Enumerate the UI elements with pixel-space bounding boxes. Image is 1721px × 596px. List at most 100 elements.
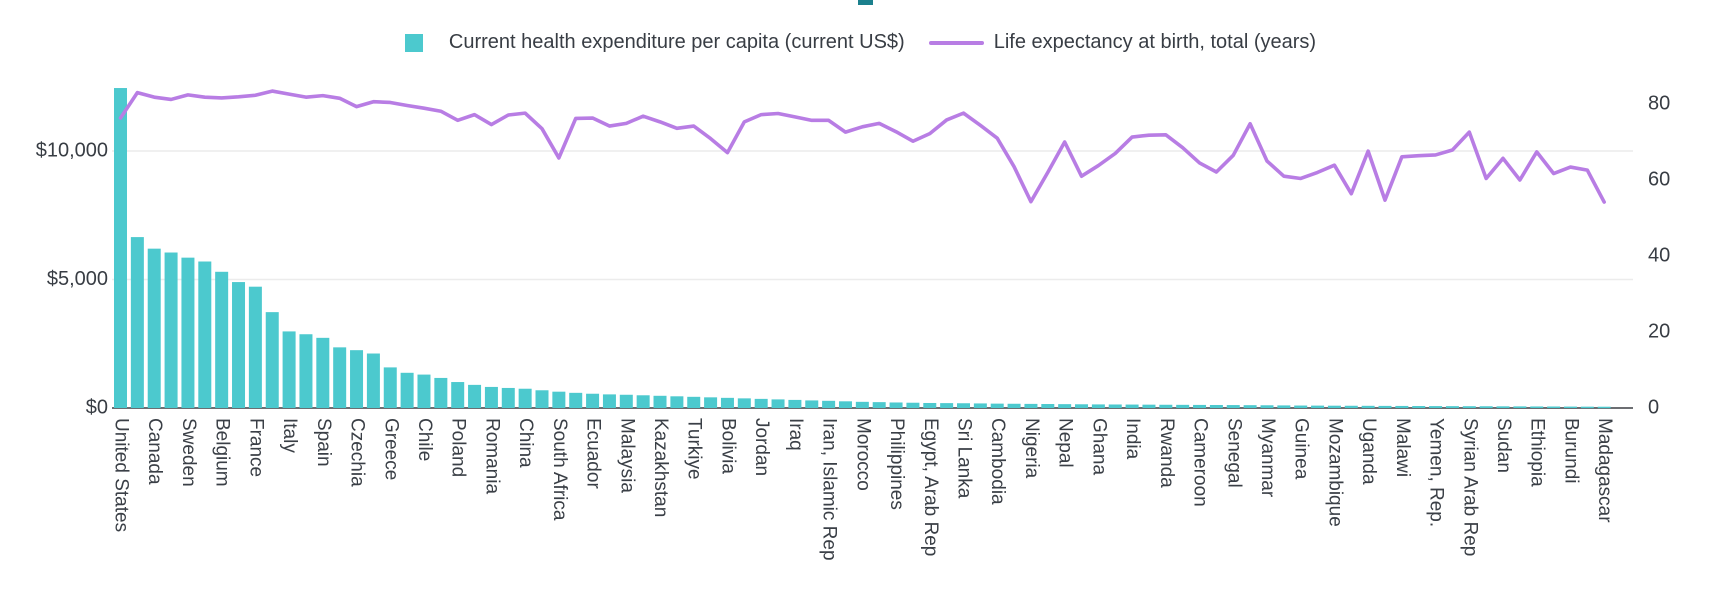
bar-unlabeled-48[interactable] — [906, 402, 920, 408]
bar-syrian-arab-rep[interactable] — [1462, 406, 1476, 408]
bar-sweden[interactable] — [181, 257, 195, 408]
x-axis-label-france: France — [245, 418, 266, 477]
bar-india[interactable] — [1125, 404, 1139, 408]
bar-guinea[interactable] — [1294, 405, 1308, 408]
bar-unlabeled-12[interactable] — [299, 334, 313, 408]
bar-nigeria[interactable] — [1024, 403, 1038, 408]
bar-philippines[interactable] — [889, 402, 903, 408]
bar-sri-lanka[interactable] — [957, 403, 970, 408]
bar-cameroon[interactable] — [1193, 404, 1207, 408]
bar-unlabeled-20[interactable] — [434, 377, 448, 408]
bar-unlabeled-4[interactable] — [164, 252, 178, 408]
bar-unlabeled-32[interactable] — [636, 395, 650, 408]
x-axis-label-greece: Greece — [380, 418, 401, 480]
bar-poland[interactable] — [451, 382, 465, 408]
bar-chile[interactable] — [417, 374, 431, 408]
bar-unlabeled-14[interactable] — [333, 347, 347, 408]
bar-unlabeled-56[interactable] — [1041, 404, 1055, 408]
bar-burundi[interactable] — [1563, 406, 1577, 408]
bar-unlabeled-80[interactable] — [1445, 406, 1459, 408]
bar-czechia[interactable] — [350, 350, 364, 408]
bar-unlabeled-44[interactable] — [838, 401, 852, 408]
bar-unlabeled-60[interactable] — [1108, 404, 1122, 408]
bar-belgium[interactable] — [215, 271, 229, 408]
bar-unlabeled-26[interactable] — [535, 390, 549, 408]
bar-unlabeled-82[interactable] — [1479, 406, 1493, 408]
bar-unlabeled-58[interactable] — [1075, 404, 1089, 408]
bar-unlabeled-78[interactable] — [1412, 406, 1426, 408]
bar-unlabeled-18[interactable] — [400, 372, 414, 408]
bar-malawi[interactable] — [1395, 405, 1409, 408]
bar-unlabeled-28[interactable] — [569, 392, 583, 408]
bar-mozambique[interactable] — [1327, 405, 1341, 408]
bar-cambodia[interactable] — [990, 403, 1004, 408]
bar-unlabeled-86[interactable] — [1547, 406, 1561, 408]
bar-unlabeled-66[interactable] — [1209, 404, 1223, 408]
x-axis-label-cambodia: Cambodia — [987, 418, 1008, 505]
bar-spain[interactable] — [316, 337, 330, 408]
bar-rwanda[interactable] — [1159, 404, 1173, 408]
bar-sudan[interactable] — [1496, 406, 1510, 408]
bar-united-states[interactable] — [114, 88, 127, 408]
bar-bolivia[interactable] — [720, 397, 734, 408]
bar-unlabeled-40[interactable] — [771, 399, 785, 408]
bar-unlabeled-88[interactable] — [1580, 406, 1594, 409]
bar-italy[interactable] — [282, 331, 296, 408]
bar-madagascar[interactable] — [1597, 406, 1611, 409]
bar-unlabeled-50[interactable] — [940, 403, 954, 408]
bar-jordan[interactable] — [754, 398, 768, 408]
life-expectancy-line — [118, 89, 1606, 204]
x-axis-label-czechia: Czechia — [347, 418, 368, 487]
bar-kazakhstan[interactable] — [653, 395, 667, 408]
bar-unlabeled-68[interactable] — [1243, 405, 1257, 408]
bar-unlabeled-64[interactable] — [1176, 404, 1190, 408]
bar-unlabeled-42[interactable] — [805, 400, 819, 408]
bar-unlabeled-34[interactable] — [670, 396, 684, 408]
bar-france[interactable] — [248, 286, 262, 408]
bar-china[interactable] — [518, 388, 532, 408]
bar-unlabeled-30[interactable] — [602, 394, 616, 408]
x-axis-label-nigeria: Nigeria — [1021, 418, 1042, 479]
x-axis-label-uganda: Uganda — [1358, 418, 1379, 485]
bar-iraq[interactable] — [788, 399, 802, 408]
bar-unlabeled-6[interactable] — [198, 261, 212, 408]
bar-iran-islamic-rep[interactable] — [822, 400, 836, 408]
bar-yemen-rep[interactable] — [1429, 406, 1443, 408]
bar-unlabeled-10[interactable] — [265, 312, 279, 408]
bar-greece[interactable] — [383, 367, 397, 408]
bar-unlabeled-74[interactable] — [1344, 405, 1358, 408]
bar-senegal[interactable] — [1226, 405, 1240, 408]
bar-unlabeled-8[interactable] — [232, 282, 246, 408]
bar-uganda[interactable] — [1361, 405, 1375, 408]
bar-morocco[interactable] — [855, 401, 869, 408]
bar-turkiye[interactable] — [687, 396, 701, 408]
bar-unlabeled-72[interactable] — [1311, 405, 1325, 408]
bar-unlabeled-24[interactable] — [501, 387, 515, 408]
bar-egypt-arab-rep[interactable] — [923, 402, 937, 408]
bar-malaysia[interactable] — [619, 394, 633, 408]
bar-unlabeled-52[interactable] — [973, 403, 987, 408]
bar-romania[interactable] — [484, 386, 498, 408]
bar-unlabeled-54[interactable] — [1007, 403, 1021, 408]
bar-unlabeled-76[interactable] — [1378, 405, 1392, 408]
bar-ethiopia[interactable] — [1530, 406, 1544, 408]
x-axis-label-spain: Spain — [313, 418, 334, 467]
line-series-legend-label: Life expectancy at birth, total (years) — [993, 31, 1317, 53]
bar-ghana[interactable] — [1091, 404, 1105, 408]
bar-unlabeled-16[interactable] — [366, 353, 380, 408]
bar-unlabeled-2[interactable] — [130, 237, 144, 408]
bar-ecuador[interactable] — [586, 393, 600, 408]
bar-south-africa[interactable] — [552, 391, 566, 408]
bar-myanmar[interactable] — [1260, 405, 1274, 408]
bar-unlabeled-38[interactable] — [737, 398, 751, 408]
bar-unlabeled-62[interactable] — [1142, 404, 1156, 408]
bar-unlabeled-46[interactable] — [872, 402, 886, 408]
bar-nepal[interactable] — [1058, 404, 1072, 408]
bar-unlabeled-22[interactable] — [468, 384, 482, 408]
right-axis-tick: 40 — [1648, 244, 1670, 266]
bar-canada[interactable] — [147, 248, 161, 408]
bar-unlabeled-70[interactable] — [1277, 405, 1291, 408]
bar-unlabeled-36[interactable] — [704, 397, 718, 408]
bar-unlabeled-84[interactable] — [1513, 406, 1527, 408]
